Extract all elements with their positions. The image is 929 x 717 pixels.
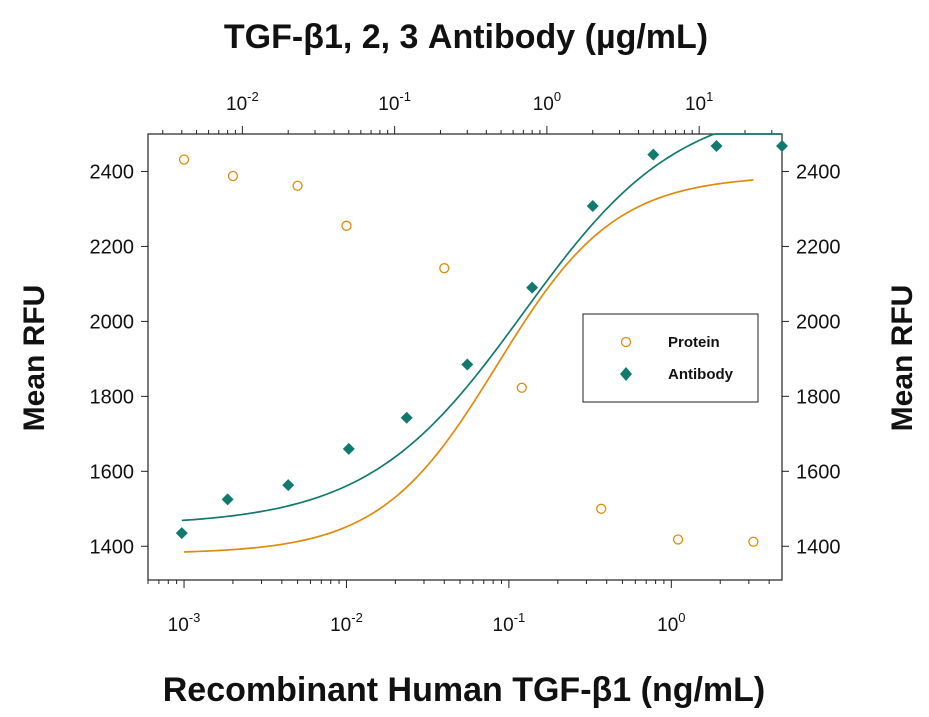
left-y-tick-label: 1400 (90, 536, 135, 558)
fit-curves (181, 133, 782, 553)
right-y-tick-label: 2200 (796, 236, 841, 258)
left-y-tick-label: 1800 (90, 386, 135, 408)
bottom-tick-label: 10-1 (493, 610, 526, 636)
antibody-data-point (586, 199, 599, 212)
left-y-tick-label: 2200 (90, 236, 135, 258)
left-y-tick-label: 1600 (90, 461, 135, 483)
protein-data-point (227, 170, 239, 182)
right-y-tick-label: 1800 (796, 386, 841, 408)
bottom-x-axis: 10-3 10-2 10-1 100 (147, 580, 770, 636)
protein-fit-curve (184, 179, 754, 553)
protein-data-point (439, 263, 450, 274)
antibody-data-point (776, 139, 788, 152)
x-axis-label: Recombinant Human TGF-β1 (ng/mL) (163, 671, 766, 709)
right-y-tick-label: 2400 (796, 161, 841, 183)
top-tick-label: 100 (533, 89, 561, 115)
protein-data-point (672, 534, 684, 545)
right-y-tick-label: 2000 (796, 311, 841, 333)
bottom-tick-label: 10-3 (168, 610, 201, 636)
legend-protein-label: Protein (668, 334, 720, 351)
top-tick-label: 10-2 (226, 89, 259, 115)
protein-data-point (292, 180, 303, 191)
antibody-data-point (647, 148, 660, 161)
protein-data-point (516, 382, 527, 393)
antibody-data-point (221, 493, 234, 506)
antibody-data-point (175, 527, 188, 540)
bottom-tick-label: 10-2 (330, 610, 363, 636)
left-y-tick-label: 2000 (90, 311, 135, 333)
legend: Protein Antibody (582, 313, 759, 403)
antibody-data-point (526, 281, 539, 294)
legend-protein-marker-icon (620, 336, 632, 348)
left-y-tick-label: 2400 (90, 161, 135, 183)
antibody-data-point (710, 139, 723, 152)
left-y-axis: 1400 1600 1800 2000 2200 2400 (90, 161, 148, 558)
legend-antibody-label: Antibody (668, 366, 734, 383)
protein-data-point (178, 154, 190, 165)
antibody-data-point (461, 358, 474, 371)
top-x-axis: 10-2 10-1 100 101 (162, 89, 773, 134)
chart-title: TGF-β1, 2, 3 Antibody (µg/mL) (224, 18, 708, 56)
antibody-data-point (400, 411, 413, 424)
right-y-tick-label: 1400 (796, 536, 841, 558)
protein-data-point (341, 220, 352, 231)
right-y-axis-label: Mean RFU (886, 285, 919, 432)
data-points (175, 139, 788, 547)
antibody-data-point (342, 442, 355, 455)
antibody-fit-curve (181, 133, 782, 522)
plot-area (147, 133, 783, 581)
top-tick-label: 101 (685, 89, 713, 115)
protein-data-point (748, 536, 759, 547)
legend-box (582, 313, 759, 403)
protein-data-point (596, 503, 607, 514)
right-y-axis: 1400 1600 1800 2000 2200 2400 (782, 161, 841, 558)
legend-antibody-marker-icon (620, 367, 632, 381)
top-tick-label: 10-1 (378, 89, 411, 115)
bottom-tick-label: 100 (657, 610, 685, 636)
right-y-tick-label: 1600 (796, 461, 841, 483)
left-y-axis-label: Mean RFU (18, 285, 51, 432)
antibody-data-point (282, 479, 295, 492)
